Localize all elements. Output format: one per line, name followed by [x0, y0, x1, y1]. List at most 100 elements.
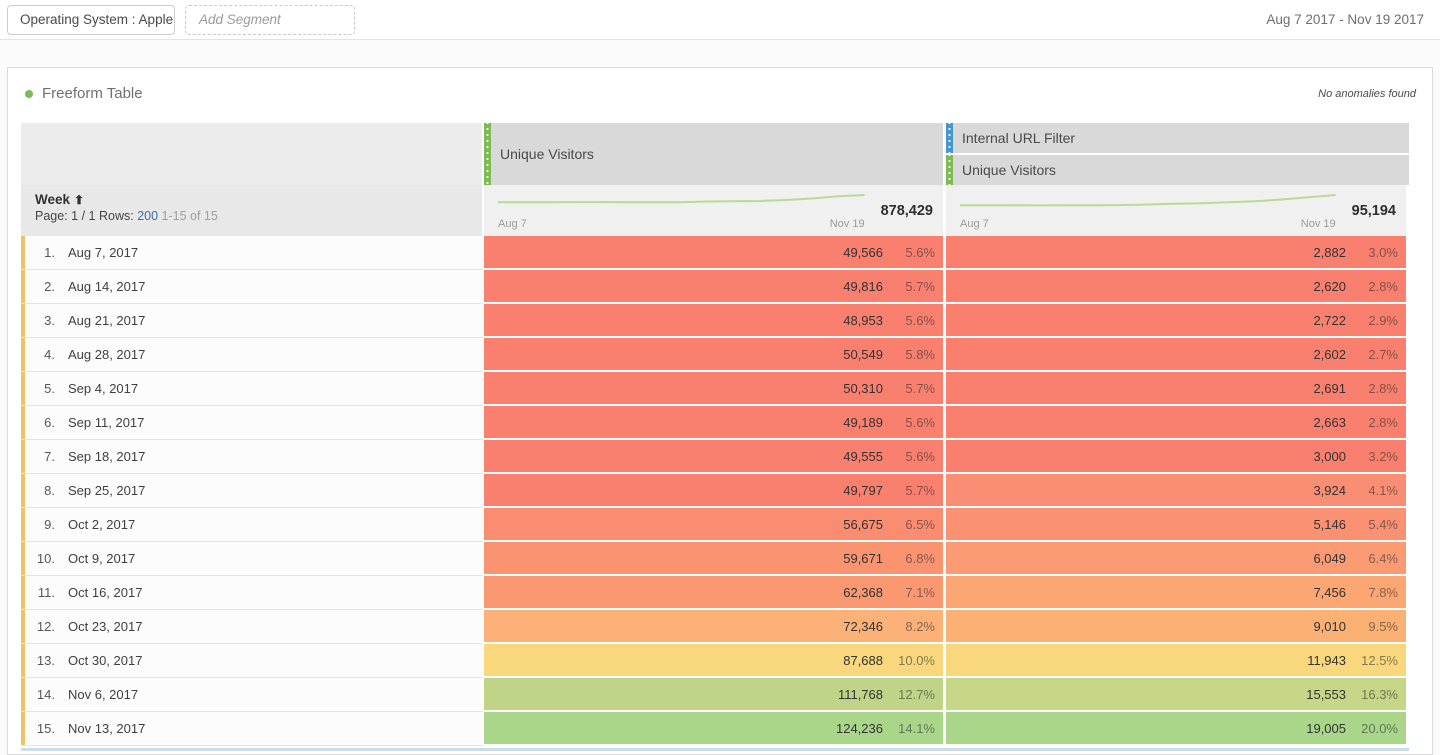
table-row: 12. Oct 23, 2017 72,346 8.2% 9,010 9.5%	[21, 610, 1409, 644]
cell-value: 2,882	[1313, 244, 1346, 260]
row-header-week[interactable]: 4. Aug 28, 2017	[21, 338, 484, 372]
table-row: 4. Aug 28, 2017 50,549 5.8% 2,602 2.7%	[21, 338, 1409, 372]
cell-percent: 9.5%	[1368, 618, 1398, 634]
cell-unique-visitors-filtered[interactable]: 6,049 6.4%	[946, 542, 1409, 576]
cell-unique-visitors[interactable]: 49,555 5.6%	[484, 440, 946, 474]
metric-drag-handle-icon[interactable]	[946, 155, 953, 185]
table-row: 5. Sep 4, 2017 50,310 5.7% 2,691 2.8%	[21, 372, 1409, 406]
cell-unique-visitors-filtered[interactable]: 15,553 16.3%	[946, 678, 1409, 712]
row-week-label: Sep 18, 2017	[68, 449, 146, 464]
cell-unique-visitors[interactable]: 62,368 7.1%	[484, 576, 946, 610]
cell-unique-visitors[interactable]: 56,675 6.5%	[484, 508, 946, 542]
cell-unique-visitors-filtered[interactable]: 2,663 2.8%	[946, 406, 1409, 440]
cell-unique-visitors[interactable]: 49,816 5.7%	[484, 270, 946, 304]
segment-drag-handle-icon[interactable]	[946, 123, 953, 153]
cell-unique-visitors-filtered[interactable]: 3,000 3.2%	[946, 440, 1409, 474]
column-header-unique-visitors[interactable]: Unique Visitors	[484, 123, 946, 185]
column-header-unique-visitors-filtered[interactable]: Unique Visitors	[946, 155, 1409, 185]
row-header-week[interactable]: 10. Oct 9, 2017	[21, 542, 484, 576]
cell-unique-visitors-filtered[interactable]: 3,924 4.1%	[946, 474, 1409, 508]
cell-value: 2,602	[1313, 346, 1346, 362]
dimension-header-week[interactable]: Week ⬆ Page: 1 / 1 Rows: 200 1-15 of 15	[21, 185, 484, 236]
row-header-week[interactable]: 9. Oct 2, 2017	[21, 508, 484, 542]
cell-unique-visitors-filtered[interactable]: 2,602 2.7%	[946, 338, 1409, 372]
sparkline-chart	[498, 194, 865, 204]
cell-unique-visitors-filtered[interactable]: 2,691 2.8%	[946, 372, 1409, 406]
row-color-strip	[21, 474, 25, 507]
row-header-week[interactable]: 15. Nov 13, 2017	[21, 712, 484, 746]
row-header-week[interactable]: 3. Aug 21, 2017	[21, 304, 484, 338]
cell-value: 59,671	[843, 550, 883, 566]
row-header-week[interactable]: 1. Aug 7, 2017	[21, 236, 484, 270]
cell-unique-visitors[interactable]: 50,549 5.8%	[484, 338, 946, 372]
cell-unique-visitors[interactable]: 48,953 5.6%	[484, 304, 946, 338]
cell-unique-visitors-filtered[interactable]: 2,882 3.0%	[946, 236, 1409, 270]
row-color-strip	[21, 610, 25, 643]
cell-unique-visitors[interactable]: 59,671 6.8%	[484, 542, 946, 576]
column-header-internal-url-filter[interactable]: Internal URL Filter	[946, 123, 1409, 155]
cell-percent: 5.6%	[905, 312, 935, 328]
column-total: 95,194	[1351, 202, 1396, 219]
metric-drag-handle-icon[interactable]	[484, 123, 491, 185]
row-index: 6.	[44, 415, 55, 430]
row-header-week[interactable]: 7. Sep 18, 2017	[21, 440, 484, 474]
row-header-week[interactable]: 2. Aug 14, 2017	[21, 270, 484, 304]
add-segment-dropzone[interactable]: Add Segment	[185, 4, 355, 35]
cell-unique-visitors[interactable]: 49,797 5.7%	[484, 474, 946, 508]
cell-unique-visitors[interactable]: 87,688 10.0%	[484, 644, 946, 678]
cell-value: 9,010	[1313, 618, 1346, 634]
cell-unique-visitors[interactable]: 50,310 5.7%	[484, 372, 946, 406]
row-header-week[interactable]: 5. Sep 4, 2017	[21, 372, 484, 406]
page-value: 1 / 1	[71, 209, 96, 223]
row-header-week[interactable]: 11. Oct 16, 2017	[21, 576, 484, 610]
cell-unique-visitors[interactable]: 49,566 5.6%	[484, 236, 946, 270]
row-week-label: Sep 4, 2017	[68, 381, 139, 396]
row-color-strip	[21, 440, 25, 473]
cell-percent: 12.5%	[1361, 652, 1398, 668]
cell-percent: 3.0%	[1368, 244, 1398, 260]
cell-unique-visitors-filtered[interactable]: 2,620 2.8%	[946, 270, 1409, 304]
date-range[interactable]: Aug 7 2017 - Nov 19 2017	[1266, 12, 1424, 27]
cell-unique-visitors-filtered[interactable]: 7,456 7.8%	[946, 576, 1409, 610]
row-index: 14.	[36, 687, 55, 702]
segment-chip-operating-system-apple[interactable]: Operating System : Apple	[7, 4, 175, 35]
cell-unique-visitors[interactable]: 49,189 5.6%	[484, 406, 946, 440]
cell-percent: 2.8%	[1368, 380, 1398, 396]
sort-ascending-icon[interactable]: ⬆	[74, 193, 85, 207]
row-color-strip	[21, 576, 25, 609]
cell-unique-visitors[interactable]: 111,768 12.7%	[484, 678, 946, 712]
metric-summary-unique-visitors[interactable]: Aug 7 Nov 19 878,429	[484, 185, 946, 236]
row-color-strip	[21, 508, 25, 541]
cell-unique-visitors-filtered[interactable]: 9,010 9.5%	[946, 610, 1409, 644]
table-row: 2. Aug 14, 2017 49,816 5.7% 2,620 2.8%	[21, 270, 1409, 304]
row-week-label: Oct 30, 2017	[68, 653, 143, 668]
metric-summary-unique-visitors-filtered[interactable]: Aug 7 Nov 19 95,194	[946, 185, 1409, 236]
row-header-week[interactable]: 13. Oct 30, 2017	[21, 644, 484, 678]
sparkline-chart	[960, 194, 1336, 207]
row-week-label: Sep 11, 2017	[68, 415, 145, 430]
row-header-week[interactable]: 14. Nov 6, 2017	[21, 678, 484, 712]
cell-percent: 7.8%	[1368, 584, 1398, 600]
cell-value: 6,049	[1313, 550, 1346, 566]
cell-unique-visitors-filtered[interactable]: 2,722 2.9%	[946, 304, 1409, 338]
viz-status-dot-icon	[25, 89, 33, 98]
row-index: 12.	[36, 619, 55, 634]
table-row: 1. Aug 7, 2017 49,566 5.6% 2,882 3.0%	[21, 236, 1409, 270]
cell-unique-visitors-filtered[interactable]: 11,943 12.5%	[946, 644, 1409, 678]
cell-unique-visitors[interactable]: 124,236 14.1%	[484, 712, 946, 746]
row-header-week[interactable]: 12. Oct 23, 2017	[21, 610, 484, 644]
row-index: 1.	[44, 245, 55, 260]
cell-unique-visitors-filtered[interactable]: 5,146 5.4%	[946, 508, 1409, 542]
row-color-strip	[21, 542, 25, 575]
table-bottom-scroll-track[interactable]	[21, 748, 1409, 751]
table-row: 3. Aug 21, 2017 48,953 5.6% 2,722 2.9%	[21, 304, 1409, 338]
row-index: 7.	[44, 449, 55, 464]
row-header-week[interactable]: 8. Sep 25, 2017	[21, 474, 484, 508]
cell-unique-visitors-filtered[interactable]: 19,005 20.0%	[946, 712, 1409, 746]
sparkline: Aug 7 Nov 19	[960, 185, 1336, 236]
panel-title: Freeform Table	[42, 85, 143, 102]
cell-unique-visitors[interactable]: 72,346 8.2%	[484, 610, 946, 644]
cell-percent: 10.0%	[898, 652, 935, 668]
rows-count-link[interactable]: 200	[137, 209, 159, 223]
row-header-week[interactable]: 6. Sep 11, 2017	[21, 406, 484, 440]
